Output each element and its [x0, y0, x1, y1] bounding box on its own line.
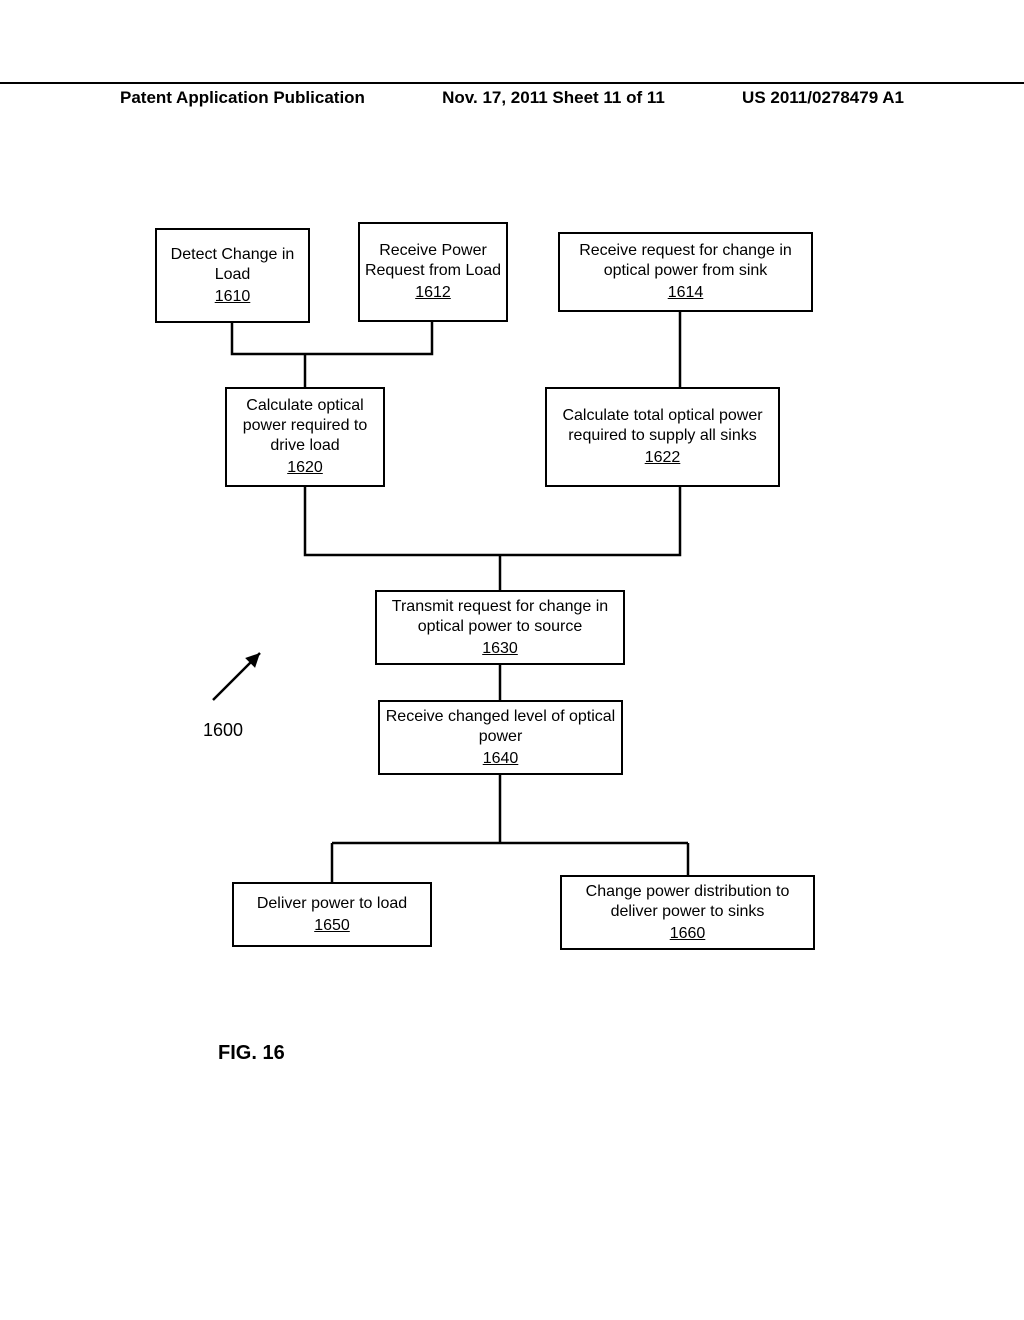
node-ref: 1614	[668, 283, 704, 303]
flowchart-node-1640: Receive changed level of optical power16…	[378, 700, 623, 775]
node-ref: 1660	[670, 924, 706, 944]
node-text: Deliver power to load	[257, 894, 407, 914]
node-ref: 1630	[482, 639, 518, 659]
flowchart-node-1622: Calculate total optical power required t…	[545, 387, 780, 487]
flowchart-node-1650: Deliver power to load1650	[232, 882, 432, 947]
node-text: Receive changed level of optical power	[384, 707, 617, 747]
flowchart-node-1660: Change power distribution to deliver pow…	[560, 875, 815, 950]
node-ref: 1650	[314, 916, 350, 936]
node-text: Change power distribution to deliver pow…	[566, 882, 809, 922]
node-ref: 1620	[287, 458, 323, 478]
node-text: Receive Power Request from Load	[364, 241, 502, 281]
node-ref: 1640	[483, 749, 519, 769]
flowchart-node-1612: Receive Power Request from Load1612	[358, 222, 508, 322]
diagram-ref-label: 1600	[203, 720, 243, 741]
node-text: Detect Change in Load	[161, 245, 304, 285]
node-text: Calculate optical power required to driv…	[231, 396, 379, 456]
node-ref: 1612	[415, 283, 451, 303]
node-text: Calculate total optical power required t…	[551, 406, 774, 446]
node-ref: 1610	[215, 287, 251, 307]
flowchart-node-1610: Detect Change in Load1610	[155, 228, 310, 323]
diagram-canvas: Detect Change in Load1610 Receive Power R…	[0, 0, 1024, 1320]
figure-number: FIG. 16	[218, 1042, 285, 1065]
flowchart-node-1630: Transmit request for change in optical p…	[375, 590, 625, 665]
node-text: Receive request for change in optical po…	[564, 241, 807, 281]
flowchart-node-1614: Receive request for change in optical po…	[558, 232, 813, 312]
flowchart-node-1620: Calculate optical power required to driv…	[225, 387, 385, 487]
node-text: Transmit request for change in optical p…	[381, 597, 619, 637]
node-ref: 1622	[645, 448, 681, 468]
